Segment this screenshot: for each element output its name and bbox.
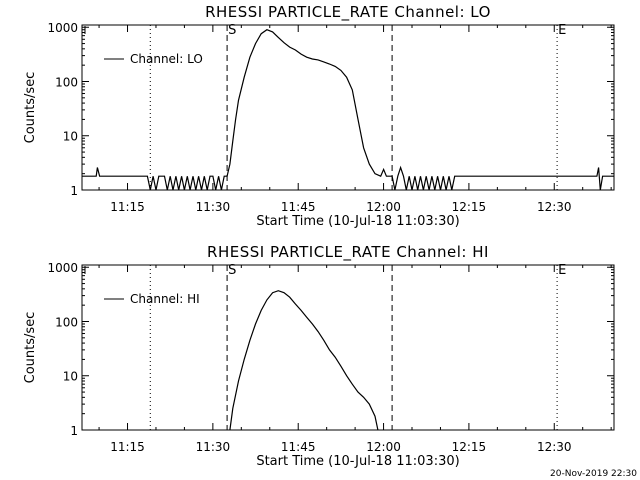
- x-tick-label: 11:30: [196, 200, 231, 214]
- y-axis-label: Counts/sec: [23, 72, 38, 144]
- panel-hi: RHESSI PARTICLE_RATE Channel: HI 1 10 100 10…: [23, 243, 615, 469]
- chart-title: RHESSI PARTICLE_RATE Channel: HI: [207, 243, 489, 262]
- x-axis-label: Start Time (10-Jul-18 11:03:30): [256, 214, 459, 229]
- y-tick-label: 1: [70, 424, 78, 438]
- y-tick-label: 1000: [47, 21, 78, 35]
- series-line: [82, 29, 614, 191]
- legend-label: Channel: HI: [130, 292, 200, 306]
- event-marker-label: E: [558, 263, 566, 278]
- chart-title: RHESSI PARTICLE_RATE Channel: LO: [205, 3, 491, 22]
- event-marker-label: E: [558, 23, 566, 38]
- event-marker-label: S: [228, 263, 236, 278]
- x-tick-label: 12:15: [452, 440, 487, 454]
- x-tick-label: 11:15: [110, 200, 145, 214]
- x-tick-label: 11:45: [281, 200, 316, 214]
- x-tick-label: 12:15: [452, 200, 487, 214]
- x-tick-label: 11:15: [110, 440, 145, 454]
- panel-lo: RHESSI PARTICLE_RATE Channel: LO 1 10 100 10…: [23, 3, 615, 229]
- legend-label: Channel: LO: [130, 52, 203, 66]
- y-tick-label: 1: [70, 184, 78, 198]
- y-tick-label: 10: [63, 370, 78, 384]
- y-tick-label: 100: [55, 75, 78, 89]
- x-tick-label: 12:00: [366, 200, 401, 214]
- event-marker-label: S: [228, 23, 236, 38]
- y-tick-label: 1000: [47, 261, 78, 275]
- y-axis-label: Counts/sec: [23, 312, 38, 384]
- x-tick-label: 11:45: [281, 440, 316, 454]
- plot-frame: [81, 264, 615, 431]
- plot-frame: [81, 24, 615, 191]
- footer-timestamp: 20-Nov-2019 22:30: [550, 469, 637, 479]
- x-axis-label: Start Time (10-Jul-18 11:03:30): [256, 454, 459, 469]
- x-tick-label: 12:00: [366, 440, 401, 454]
- y-tick-label: 10: [63, 130, 78, 144]
- x-tick-label: 12:30: [537, 200, 572, 214]
- x-tick-label: 12:30: [537, 440, 572, 454]
- series-line: [229, 290, 379, 431]
- x-tick-label: 11:30: [196, 440, 231, 454]
- y-tick-label: 100: [55, 315, 78, 329]
